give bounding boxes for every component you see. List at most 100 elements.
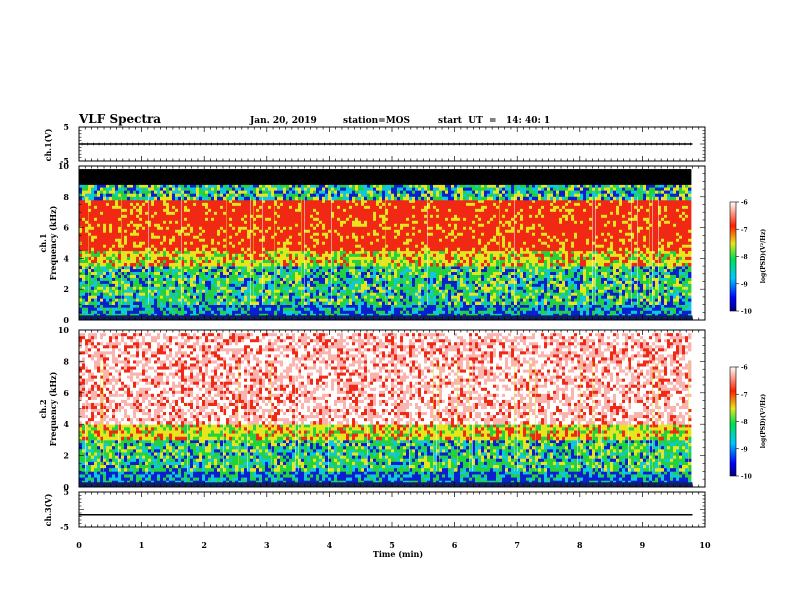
spectrogram-cell: [358, 266, 361, 269]
spectrogram-cell: [655, 269, 658, 272]
spectrogram-cell: [373, 308, 376, 311]
spectrogram-cell: [517, 305, 520, 308]
spectrogram-cell: [355, 275, 358, 278]
spectrogram-cell: [496, 272, 499, 275]
spectrogram-cell: [229, 275, 232, 278]
spectrogram-cell: [112, 275, 115, 278]
spectrogram-cell: [406, 305, 409, 308]
spectrogram-cell: [232, 269, 235, 272]
spectrogram-cell: [607, 275, 610, 278]
ch1-voltage-ylabel: ch.1(V): [43, 128, 53, 161]
spectrogram-cell: [430, 275, 433, 278]
spectrogram-cell: [463, 311, 466, 314]
spectrogram-cell: [409, 305, 412, 308]
spectrogram-cell: [148, 305, 151, 308]
spectrogram-cell: [160, 311, 163, 314]
spectrogram-cell: [202, 266, 205, 269]
spectrogram-cell: [433, 311, 436, 314]
spectrogram-cell: [508, 269, 511, 272]
spectrogram-cell: [211, 308, 214, 311]
spectrogram-cell: [472, 269, 475, 272]
spectrogram-cell: [409, 275, 412, 278]
spectrogram-cell: [556, 266, 559, 269]
spectrogram-cell: [307, 272, 310, 275]
spectrogram-cell: [352, 308, 355, 311]
spectrogram-cell: [583, 308, 586, 311]
spectrogram-cell: [88, 308, 91, 311]
spectrogram-cell: [235, 275, 238, 278]
spectrogram-cell: [211, 305, 214, 308]
spectrogram-cell: [292, 305, 295, 308]
spectrogram-cell: [460, 266, 463, 269]
spectrogram-cell: [319, 275, 322, 278]
spectrogram-cell: [517, 308, 520, 311]
spectrogram-cell: [82, 275, 85, 278]
spectrogram-cell: [544, 308, 547, 311]
spectrogram-cell: [664, 272, 667, 275]
spectrogram-cell: [625, 266, 628, 269]
spectrogram-cell: [223, 272, 226, 275]
spectrogram-cell: [82, 272, 85, 275]
spectrogram-cell: [613, 311, 616, 314]
spectrogram-cell: [637, 305, 640, 308]
spectrogram-cell: [559, 272, 562, 275]
spectrogram-cell: [454, 275, 457, 278]
spectrogram-cell: [202, 272, 205, 275]
spectrogram-cell: [364, 269, 367, 272]
spectrogram-cell: [265, 272, 268, 275]
spectrogram-cell: [151, 272, 154, 275]
spectrogram-cell: [631, 308, 634, 311]
spectrogram-cell: [532, 305, 535, 308]
spectrogram-cell: [172, 311, 175, 314]
spectrogram-cell: [142, 278, 145, 281]
spectrogram-cell: [154, 311, 157, 314]
spectrogram-cell: [604, 272, 607, 275]
spectrogram-cell: [430, 266, 433, 269]
spectrogram-cell: [553, 266, 556, 269]
ch1-voltage-series: [79, 143, 692, 146]
spectrogram-cell: [547, 269, 550, 272]
spectrogram-cell: [688, 275, 691, 278]
spectrogram-cell: [79, 305, 82, 308]
spectrogram-cell: [604, 269, 607, 272]
spectrogram-cell: [544, 305, 547, 308]
spectrogram-cell: [442, 272, 445, 275]
spectrogram-cell: [619, 275, 622, 278]
spectrogram-cell: [166, 305, 169, 308]
spectrogram-cell: [400, 272, 403, 275]
spectrogram-cell: [619, 269, 622, 272]
spectrogram-cell: [190, 311, 193, 314]
spectrogram-cell: [292, 269, 295, 272]
spectrogram-cell: [469, 275, 472, 278]
spectrogram-cell: [127, 305, 130, 308]
spectrogram-cell: [457, 305, 460, 308]
spectrogram-cell: [382, 266, 385, 269]
spectrogram-cell: [130, 311, 133, 314]
spectrogram-cell: [115, 266, 118, 269]
spectrogram-cell: [223, 311, 226, 314]
spectrogram-cell: [397, 269, 400, 272]
spectrogram-cell: [313, 266, 316, 269]
spectrogram-cell: [541, 275, 544, 278]
spectrogram-cell: [346, 275, 349, 278]
spectrogram-cell: [343, 311, 346, 314]
spectrogram-cell: [415, 266, 418, 269]
spectrogram-cell: [322, 272, 325, 275]
spectrogram-cell: [79, 269, 82, 272]
ch1-spectrogram-image: [79, 169, 692, 320]
spectrogram-cell: [448, 266, 451, 269]
spectrogram-cell: [103, 269, 106, 272]
spectrogram-cell: [283, 272, 286, 275]
spectrogram-cell: [145, 272, 148, 275]
spectrogram-cell: [472, 266, 475, 269]
spectrogram-cell: [436, 308, 439, 311]
spectrogram-cell: [136, 305, 139, 308]
spectrogram-cell: [601, 269, 604, 272]
spectrogram-cell: [685, 305, 688, 308]
spectrogram-cell: [586, 311, 589, 314]
spectrogram-cell: [382, 305, 385, 308]
spectrogram-cell: [250, 305, 253, 308]
spectrogram-cell: [385, 305, 388, 308]
spectrogram-cell: [634, 308, 637, 311]
spectrogram-cell: [469, 308, 472, 311]
